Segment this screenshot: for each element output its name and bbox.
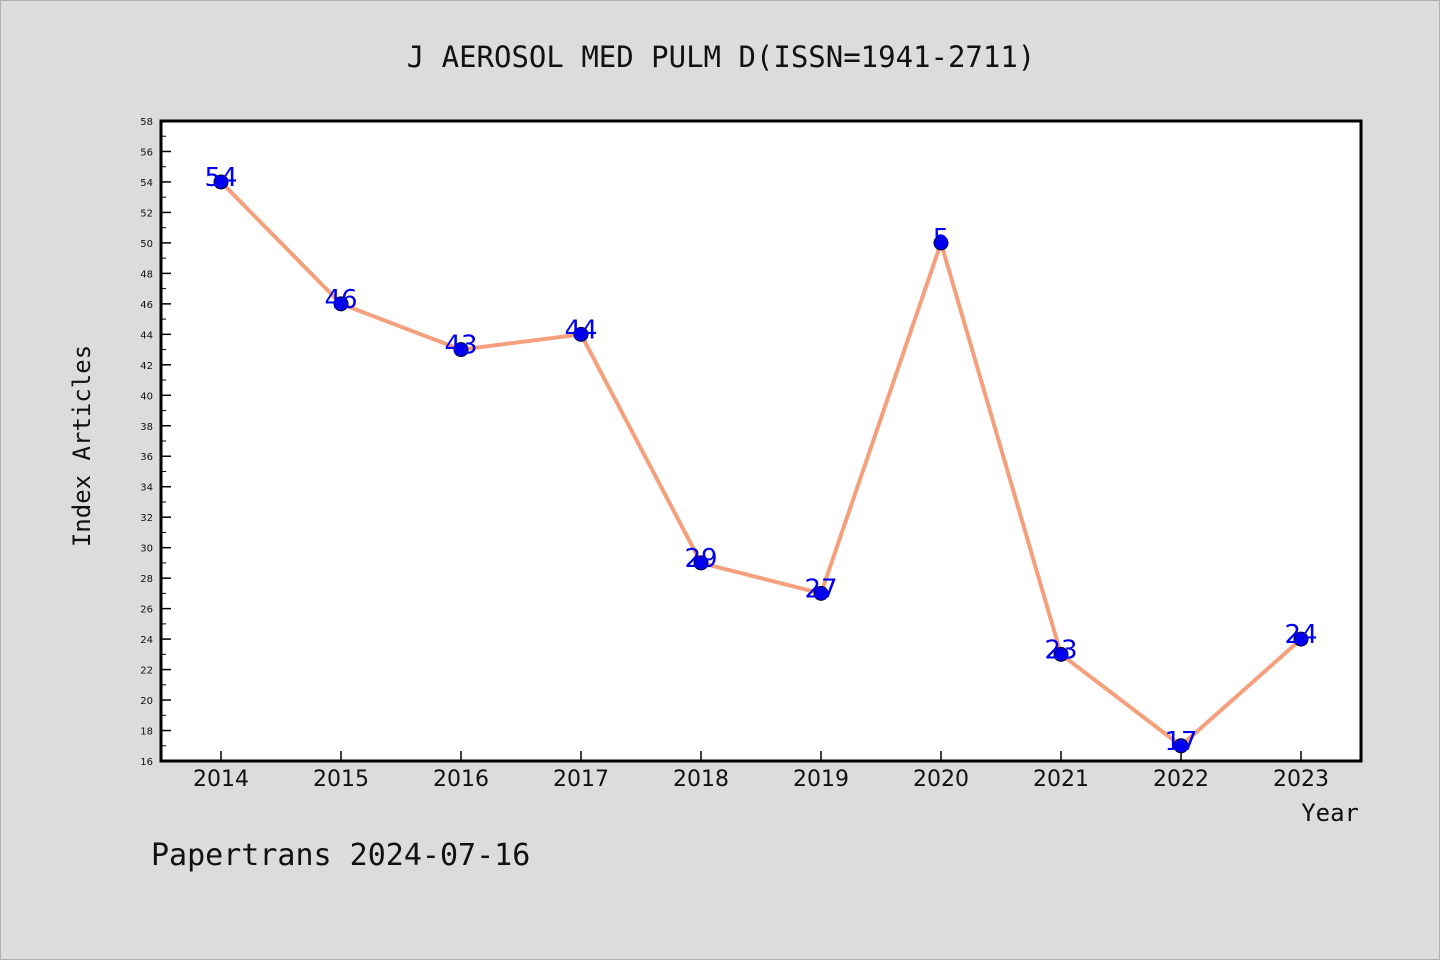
data-markers [213,174,1309,754]
data-point [933,235,949,251]
y-tick-label: 38 [140,422,153,433]
y-tick-label: 26 [140,605,153,616]
x-tick-label: 2023 [1273,767,1329,792]
data-point [1173,738,1189,754]
data-label: 17 [1164,727,1197,757]
x-tick-label: 2019 [793,767,849,792]
y-tick-label: 58 [140,117,153,128]
data-label: 44 [564,315,597,345]
y-tick-label: 34 [140,483,153,494]
data-point [453,342,469,358]
y-tick-label: 44 [140,330,153,341]
y-tick-label: 40 [140,391,153,402]
data-point [1293,631,1309,647]
y-tick-label: 16 [140,757,153,768]
data-point [333,296,349,312]
x-tick-label: 2015 [313,767,369,792]
data-point [213,174,229,190]
plot-area [159,119,1363,763]
y-tick-label: 50 [140,239,153,250]
y-tick-label: 54 [140,178,153,189]
y-axis-label: Index Articles [68,345,96,547]
data-point [813,585,829,601]
data-label: 54 [204,163,237,193]
y-tick-label: 56 [140,147,153,158]
y-tick-label: 24 [140,635,153,646]
y-tick-label: 36 [140,452,153,463]
y-tick-label: 48 [140,269,153,280]
y-tick-label: 52 [140,208,153,219]
data-label: 24 [1284,620,1317,650]
data-label: 5 [933,224,950,254]
y-axis-ticks: 16 18 20 22 24 26 28 30 32 34 36 38 40 42 44 46 48 50 52 54… [140,117,171,768]
series-line-group [219,179,1303,748]
data-labels: 54 46 43 44 29 27 5 23 17 24 [204,163,1317,757]
y-tick-label: 22 [140,666,153,677]
x-tick-label: 2022 [1153,767,1209,792]
y-tick-label: 46 [140,300,153,311]
series-line [219,179,1303,748]
x-tick-label: 2018 [673,767,729,792]
x-tick-label: 2017 [553,767,609,792]
data-label: 23 [1044,635,1077,665]
data-point [693,555,709,571]
data-point [573,326,589,342]
x-tick-label: 2016 [433,767,489,792]
y-tick-label: 42 [140,361,153,372]
data-label: 46 [324,285,357,315]
y-tick-label: 18 [140,727,153,738]
x-tick-label: 2014 [193,767,249,792]
chart-title: J AEROSOL MED PULM D(ISSN=1941-2711) [407,40,1036,74]
data-label: 29 [684,544,717,574]
data-point [1053,646,1069,662]
footer-credit: Papertrans 2024-07-16 [151,838,530,873]
x-axis-label: Year [1301,799,1359,827]
x-tick-label: 2020 [913,767,969,792]
y-tick-label: 30 [140,544,153,555]
y-tick-label: 32 [140,513,153,524]
y-tick-label: 20 [140,696,153,707]
data-label: 27 [804,574,837,604]
x-axis-ticks: 2014 2015 2016 2017 2018 2019 2020 2021 2022 2023 [193,751,1329,792]
y-tick-label: 28 [140,574,153,585]
x-tick-label: 2021 [1033,767,1089,792]
data-label: 43 [444,331,477,361]
